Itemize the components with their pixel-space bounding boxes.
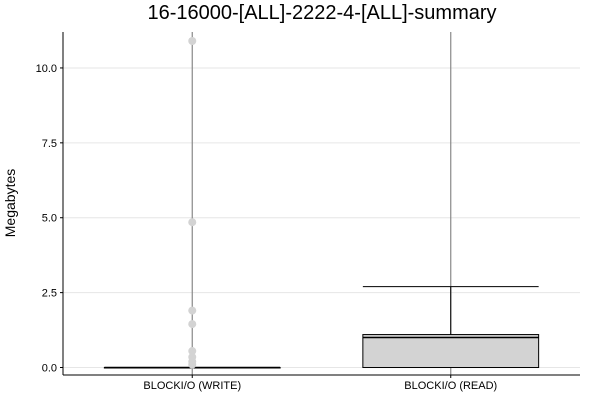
y-tick-label: 2.5 (42, 288, 57, 300)
y-tick-labels: 0.0 2.5 5.0 7.5 10.0 (36, 63, 57, 375)
y-axis-label: Megabytes (2, 169, 18, 237)
y-tick-label: 10.0 (36, 63, 57, 75)
y-tick-label: 7.5 (42, 138, 57, 150)
chart-title: 16-16000-[ALL]-2222-4-[ALL]-summary (147, 2, 496, 24)
box-plots (103, 32, 540, 375)
outlier-point (188, 320, 197, 329)
outlier-point (188, 347, 197, 356)
y-tick-label: 0.0 (42, 363, 57, 375)
x-category-labels: BLOCKI/O (WRITE) BLOCKI/O (READ) (143, 380, 497, 392)
outlier-point (188, 218, 197, 227)
y-tick-label: 5.0 (42, 213, 57, 225)
box-group (103, 32, 281, 375)
box-group (362, 32, 540, 375)
axes (60, 32, 580, 378)
outlier-point (188, 36, 197, 45)
outlier-point (188, 306, 197, 315)
x-category-label: BLOCKI/O (READ) (404, 380, 497, 392)
x-category-label: BLOCKI/O (WRITE) (143, 380, 241, 392)
outlier-point (188, 360, 197, 369)
grid-lines (63, 67, 580, 369)
box-iqr (362, 334, 540, 369)
